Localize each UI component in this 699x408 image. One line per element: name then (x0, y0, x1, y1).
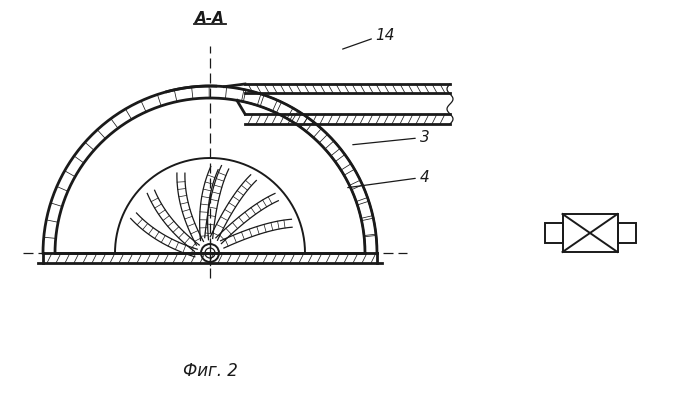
Bar (545, 223, 563, 243)
Text: Фиг. 2: Фиг. 2 (182, 362, 238, 380)
Text: 3: 3 (420, 131, 430, 146)
Text: 4: 4 (420, 171, 430, 186)
Bar (563, 214, 617, 252)
Bar (617, 223, 635, 243)
Text: А-А: А-А (195, 11, 225, 26)
Text: 14: 14 (375, 29, 394, 44)
